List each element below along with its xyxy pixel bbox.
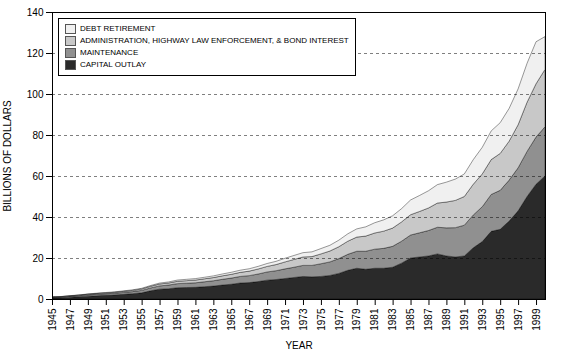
- html-text:DEBT RETIREMENT: DEBT RETIREMENT: [80, 24, 156, 33]
- svg-text:1951: 1951: [100, 308, 111, 331]
- svg-text:140: 140: [27, 7, 44, 18]
- svg-text:60: 60: [32, 171, 44, 182]
- svg-text:1983: 1983: [387, 308, 398, 331]
- svg-text:1963: 1963: [208, 308, 219, 331]
- html-text:CAPITAL OUTLAY: CAPITAL OUTLAY: [80, 60, 147, 69]
- svg-text:1997: 1997: [513, 308, 524, 331]
- svg-text:1987: 1987: [423, 308, 434, 331]
- svg-text:20: 20: [32, 253, 44, 264]
- svg-text:1949: 1949: [83, 308, 94, 331]
- svg-text:1989: 1989: [441, 308, 452, 331]
- svg-text:1955: 1955: [136, 308, 147, 331]
- svg-text:1945: 1945: [47, 308, 58, 331]
- svg-text:1965: 1965: [226, 308, 237, 331]
- html-text:ADMINISTRATION, HIGHWAY LAW EN: ADMINISTRATION, HIGHWAY LAW ENFORCEMENT,…: [80, 36, 349, 45]
- svg-text:100: 100: [27, 89, 44, 100]
- svg-text:1961: 1961: [190, 308, 201, 331]
- svg-text:1969: 1969: [262, 308, 273, 331]
- svg-text:120: 120: [27, 48, 44, 59]
- svg-text:1953: 1953: [118, 308, 129, 331]
- svg-text:80: 80: [32, 130, 44, 141]
- svg-text:1999: 1999: [531, 308, 542, 331]
- svg-text:40: 40: [32, 212, 44, 223]
- svg-text:YEAR: YEAR: [285, 340, 312, 351]
- svg-text:1979: 1979: [351, 308, 362, 331]
- svg-text:1947: 1947: [65, 308, 76, 331]
- svg-text:0: 0: [38, 294, 44, 305]
- svg-text:1975: 1975: [316, 308, 327, 331]
- svg-text:1959: 1959: [172, 308, 183, 331]
- svg-text:1973: 1973: [298, 308, 309, 331]
- svg-text:1967: 1967: [244, 308, 255, 331]
- svg-text:1971: 1971: [280, 308, 291, 331]
- svg-text:1995: 1995: [495, 308, 506, 331]
- svg-text:1991: 1991: [459, 308, 470, 331]
- svg-text:1985: 1985: [405, 308, 416, 331]
- svg-text:BILLIONS OF DOLLARS: BILLIONS OF DOLLARS: [2, 100, 13, 211]
- svg-text:1977: 1977: [334, 308, 345, 331]
- svg-text:1981: 1981: [369, 308, 380, 331]
- html-text:MAINTENANCE: MAINTENANCE: [80, 48, 139, 57]
- svg-text:1993: 1993: [477, 308, 488, 331]
- svg-text:1957: 1957: [154, 308, 165, 331]
